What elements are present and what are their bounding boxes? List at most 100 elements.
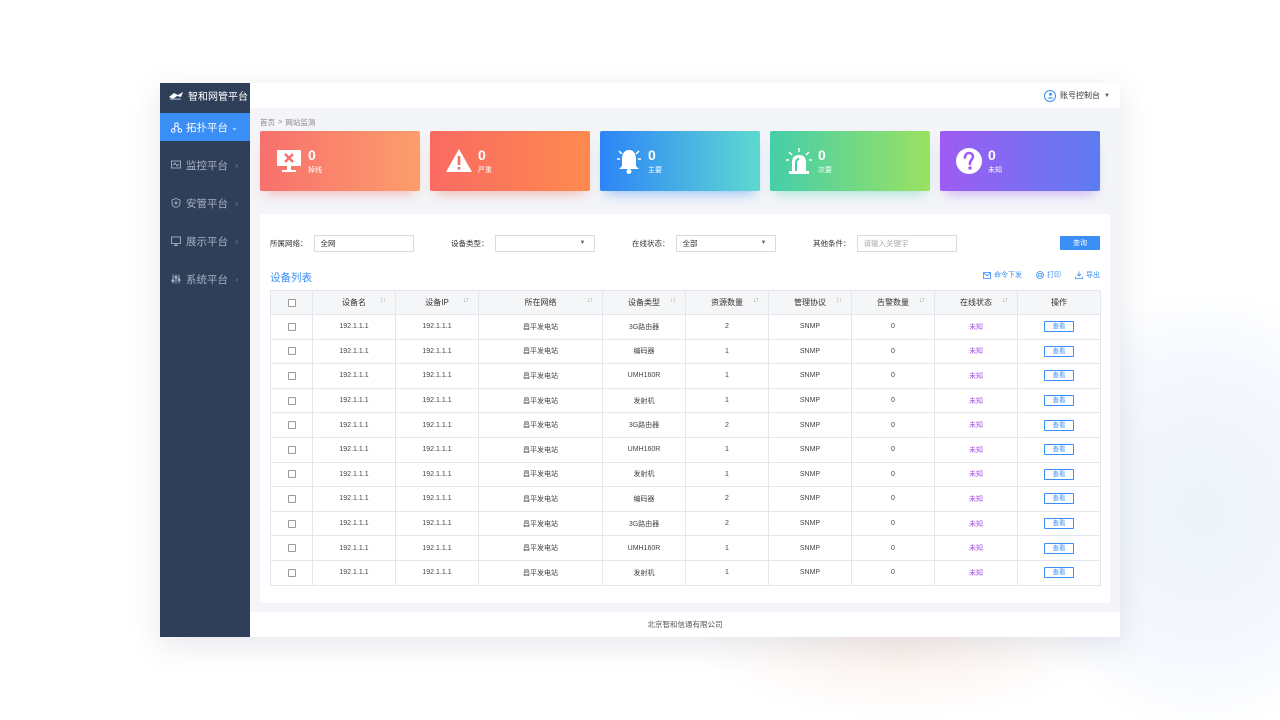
column-header[interactable]: 设备IP ↓↑ [395, 290, 479, 315]
row-checkbox[interactable] [287, 445, 296, 454]
cell-status: 未知 [934, 314, 1018, 340]
keyword-input[interactable]: 请输入关键字 [856, 234, 957, 252]
select-all-checkbox[interactable] [287, 298, 296, 307]
row-checkbox[interactable] [287, 421, 296, 430]
sort-icon[interactable]: ↓↑ [836, 297, 842, 304]
column-header[interactable]: 设备类型 ↓↑ [602, 290, 686, 315]
sort-icon[interactable]: ↓↑ [463, 297, 469, 304]
sidebar-item-display[interactable]: 展示平台 › [160, 227, 250, 255]
sidebar-item-system[interactable]: 系统平台 › [160, 265, 250, 293]
account-menu[interactable]: 账号控制台 ▼ [1044, 89, 1110, 102]
column-header[interactable]: 在线状态 ↓↑ [934, 290, 1018, 315]
column-header[interactable]: 管理协议 ↓↑ [768, 290, 852, 315]
column-header-label: 所在网络 [524, 298, 557, 307]
sort-icon[interactable]: ↓↑ [919, 297, 925, 304]
sidebar-item-monitor[interactable]: 监控平台 › [160, 151, 250, 179]
cell-network: 昌平发电站 [478, 387, 603, 414]
cell-protocol: SNMP [768, 387, 852, 414]
sort-icon[interactable]: ↓↑ [753, 297, 759, 304]
row-checkbox[interactable] [287, 568, 296, 577]
device-panel: 所属网络： 全网 设备类型： ▼ 在线状态： 全部 ▼ [260, 214, 1110, 603]
cell-name: 192.1.1.1 [312, 363, 396, 389]
cell-action: 查看 [1017, 338, 1101, 365]
row-checkbox[interactable] [287, 371, 296, 380]
view-button[interactable]: 查看 [1044, 419, 1074, 431]
sidebar-item-label: 监控平台 [186, 159, 228, 172]
cell-status: 未知 [934, 461, 1018, 488]
sort-icon[interactable]: ↓↑ [670, 297, 676, 304]
online-status-select[interactable]: 全部 ▼ [675, 234, 776, 252]
card-offline[interactable]: 0 掉线 [260, 131, 420, 191]
cell-ip: 192.1.1.1 [395, 387, 479, 414]
view-button[interactable]: 查看 [1044, 444, 1074, 456]
sidebar-item-security[interactable]: 安管平台 › [160, 189, 250, 217]
sidebar-item-topology[interactable]: 拓扑平台 ⌄ [160, 113, 250, 141]
cell-ip: 192.1.1.1 [395, 559, 479, 586]
command-button[interactable]: 命令下发 [983, 270, 1022, 280]
sort-icon[interactable]: ↓↑ [1002, 297, 1008, 304]
network-input[interactable]: 全网 [313, 234, 414, 252]
export-button[interactable]: 导出 [1075, 270, 1100, 280]
view-button[interactable]: 查看 [1044, 493, 1074, 505]
sidebar-item-label: 拓扑平台 [186, 121, 228, 134]
filter-network: 所属网络： 全网 [270, 234, 414, 252]
column-header[interactable]: 设备名 ↓↑ [312, 290, 396, 315]
table-row: 192.1.1.1 192.1.1.1 昌平发电站 编码器 2 SNMP 0 未知 查看 [270, 486, 1101, 512]
filter-device-type: 设备类型： ▼ [451, 234, 595, 252]
row-select-cell [270, 387, 313, 414]
row-checkbox[interactable] [287, 544, 296, 553]
cell-network: 昌平发电站 [478, 338, 603, 365]
view-button[interactable]: 查看 [1044, 345, 1074, 357]
keyword-placeholder: 请输入关键字 [863, 238, 909, 248]
column-header[interactable]: 所在网络 ↓↑ [478, 290, 603, 315]
cell-alarms: 0 [851, 559, 935, 586]
row-checkbox[interactable] [287, 396, 296, 405]
table-row: 192.1.1.1 192.1.1.1 昌平发电站 3G路由器 2 SNMP 0 未知 查看 [270, 412, 1101, 438]
table-row: 192.1.1.1 192.1.1.1 昌平发电站 发射机 1 SNMP 0 未知 查看 [270, 387, 1101, 414]
breadcrumb-home[interactable]: 首页 [260, 118, 275, 127]
main-content: 账号控制台 ▼ 首页 > 网站监测 0 掉线 [250, 83, 1120, 637]
cell-resources: 1 [685, 461, 769, 488]
view-button[interactable]: 查看 [1044, 468, 1074, 480]
search-button[interactable]: 查询 [1060, 236, 1100, 250]
cell-type: 发射机 [602, 461, 686, 488]
row-checkbox[interactable] [287, 322, 296, 331]
view-button[interactable]: 查看 [1044, 542, 1074, 554]
sidebar-item-label: 展示平台 [186, 235, 228, 248]
row-checkbox[interactable] [287, 347, 296, 356]
breadcrumb-current: 网站监测 [285, 118, 316, 127]
view-button[interactable]: 查看 [1044, 518, 1074, 530]
cell-alarms: 0 [851, 436, 935, 463]
row-checkbox[interactable] [287, 494, 296, 503]
column-header[interactable]: 操作 [1017, 290, 1101, 315]
card-critical[interactable]: 0 严重 [430, 131, 590, 191]
column-header[interactable]: 告警数量 ↓↑ [851, 290, 935, 315]
app-logo[interactable]: 智和网管平台 [160, 83, 250, 108]
sort-icon[interactable]: ↓↑ [587, 297, 593, 304]
cell-network: 昌平发电站 [478, 461, 603, 488]
cell-type: 3G路由器 [602, 412, 686, 438]
view-button[interactable]: 查看 [1044, 321, 1074, 333]
view-button[interactable]: 查看 [1044, 370, 1074, 382]
filter-other-label: 其他条件： [813, 238, 851, 248]
cell-protocol: SNMP [768, 510, 852, 537]
device-type-select[interactable]: ▼ [494, 234, 595, 252]
view-button[interactable]: 查看 [1044, 567, 1074, 579]
cell-network: 昌平发电站 [478, 559, 603, 586]
column-header[interactable]: 资源数量 ↓↑ [685, 290, 769, 315]
cell-protocol: SNMP [768, 436, 852, 463]
card-label: 次要 [818, 166, 832, 174]
sort-icon[interactable]: ↓↑ [380, 297, 386, 304]
card-unknown[interactable]: 0 未知 [940, 131, 1100, 191]
card-major[interactable]: 0 主要 [600, 131, 760, 191]
cell-alarms: 0 [851, 535, 935, 561]
cell-type: UMH160R [602, 363, 686, 389]
print-button[interactable]: 打印 [1036, 270, 1061, 280]
row-checkbox[interactable] [287, 470, 296, 479]
cell-status: 未知 [934, 412, 1018, 438]
card-minor[interactable]: 0 次要 [770, 131, 930, 191]
view-button[interactable]: 查看 [1044, 395, 1074, 407]
cell-alarms: 0 [851, 510, 935, 537]
row-checkbox[interactable] [287, 519, 296, 528]
cell-protocol: SNMP [768, 486, 852, 512]
